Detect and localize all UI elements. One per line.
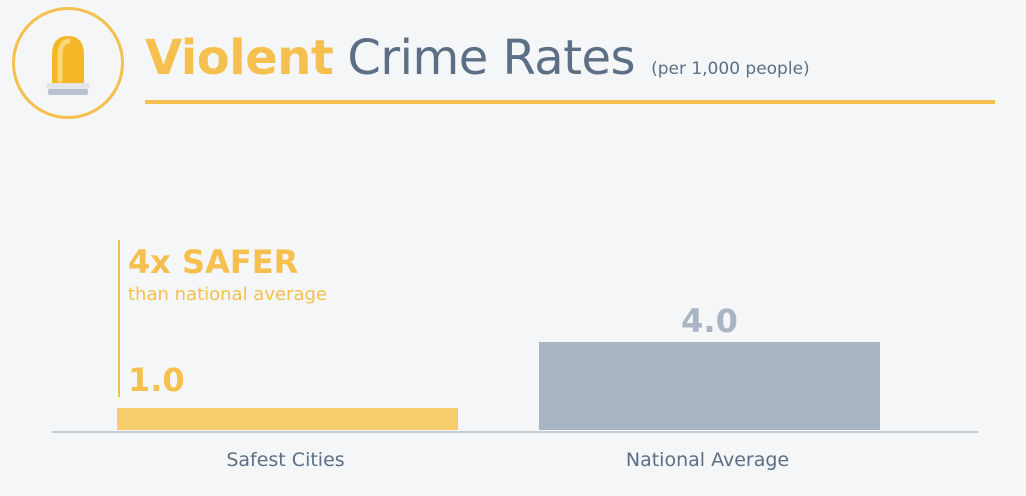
annotation-detail: than national average: [128, 284, 327, 305]
chart-subtitle: (per 1,000 people): [651, 59, 810, 79]
value-label-safest-cities: 1.0: [128, 361, 185, 399]
siren-icon: [46, 36, 90, 95]
chart-title: Violent Crime Rates (per 1,000 people): [145, 30, 810, 100]
category-label-safest-cities: Safest Cities: [226, 449, 344, 471]
title-underline: [145, 100, 995, 104]
title-rest: Crime Rates: [347, 30, 636, 86]
title-highlight: Violent: [145, 30, 334, 86]
bar-safest-cities: [117, 408, 458, 430]
category-label-national-average: National Average: [626, 449, 789, 471]
siren-icon-badge: [12, 7, 124, 119]
bar-national-average: [539, 342, 880, 430]
value-label-national-average: 4.0: [681, 302, 738, 340]
annotation-headline: 4x SAFER: [128, 243, 298, 281]
